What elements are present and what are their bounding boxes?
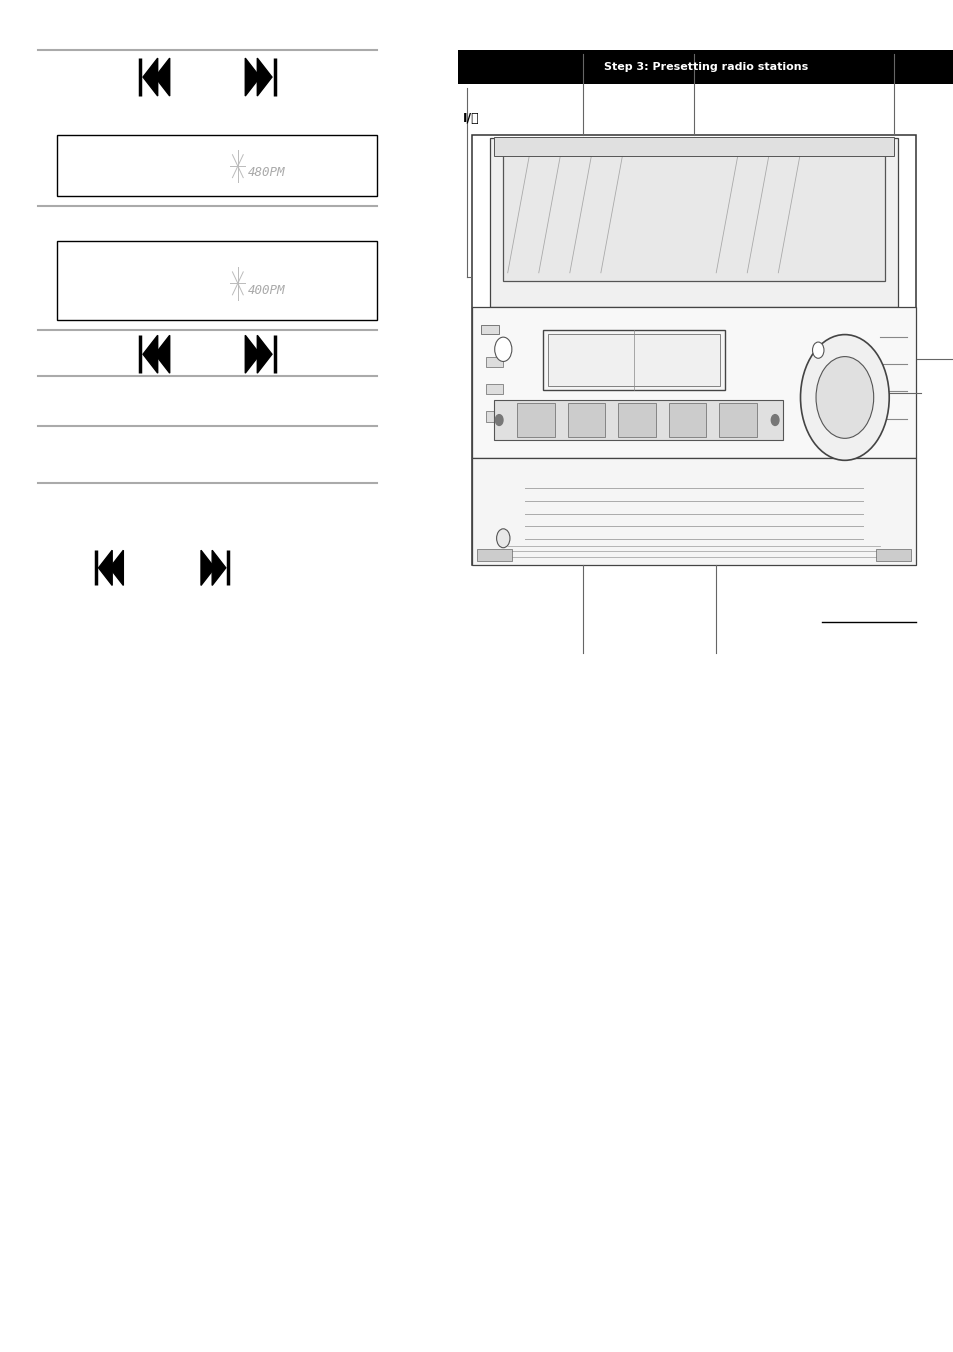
Text: Step 3: Presetting radio stations: Step 3: Presetting radio stations (603, 62, 807, 72)
Polygon shape (110, 550, 123, 585)
Polygon shape (257, 335, 272, 373)
Polygon shape (516, 468, 871, 516)
Bar (485, 411, 503, 422)
Bar (542, 330, 724, 389)
Circle shape (495, 337, 512, 361)
Polygon shape (257, 58, 272, 96)
Bar (668, 403, 705, 437)
Text: I/⏻: I/⏻ (462, 112, 478, 126)
Polygon shape (201, 550, 214, 585)
Bar (567, 403, 605, 437)
Bar (875, 549, 910, 561)
Polygon shape (212, 550, 226, 585)
Bar (618, 403, 656, 437)
Bar (490, 138, 897, 307)
Polygon shape (154, 58, 170, 96)
Polygon shape (245, 58, 259, 96)
Bar (472, 135, 915, 565)
Bar (480, 326, 498, 334)
Bar (57, 135, 376, 196)
Text: 400PM: 400PM (247, 284, 285, 296)
Bar (472, 307, 915, 457)
Bar (494, 137, 893, 155)
Bar (494, 400, 781, 439)
Text: 480PM: 480PM (247, 166, 285, 180)
Circle shape (812, 342, 823, 358)
Polygon shape (245, 335, 259, 373)
Circle shape (800, 334, 888, 460)
Bar (457, 50, 953, 84)
Polygon shape (143, 335, 157, 373)
Bar (485, 384, 503, 395)
Polygon shape (154, 335, 170, 373)
Circle shape (770, 415, 778, 426)
Polygon shape (143, 58, 157, 96)
Bar (57, 241, 376, 320)
Bar (472, 457, 915, 565)
Circle shape (495, 415, 502, 426)
Bar (503, 143, 883, 281)
Polygon shape (98, 550, 112, 585)
Bar (485, 357, 503, 368)
Bar (517, 403, 555, 437)
Circle shape (815, 357, 873, 438)
Bar (547, 334, 720, 385)
Bar (719, 403, 756, 437)
Circle shape (497, 529, 510, 548)
Bar (476, 549, 512, 561)
